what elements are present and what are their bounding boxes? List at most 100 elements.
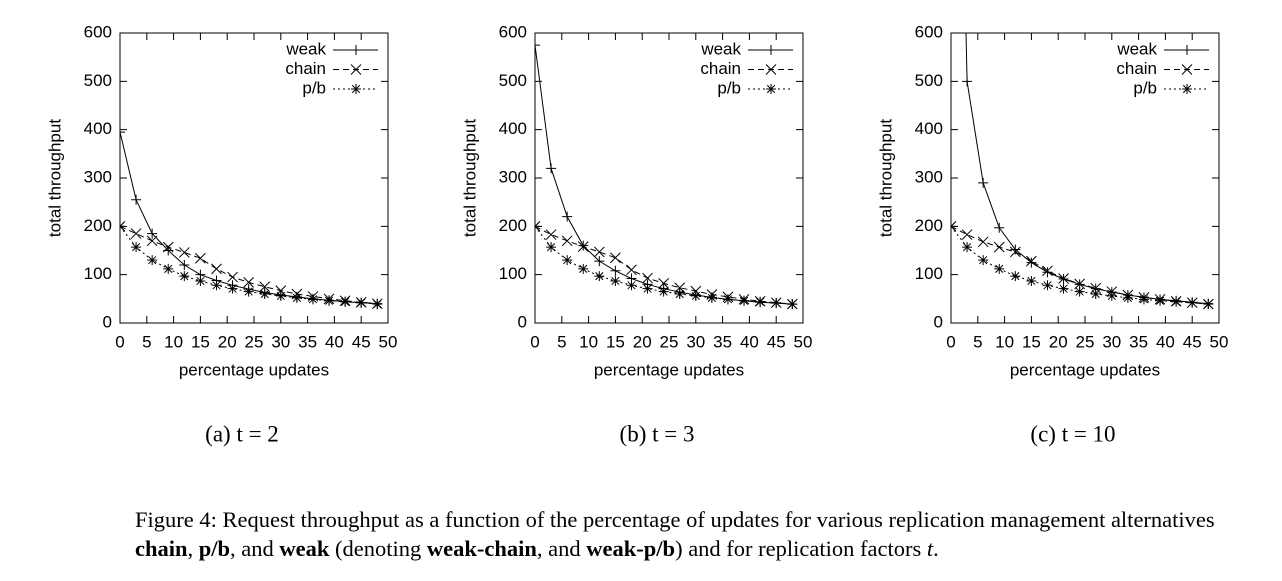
data-point bbox=[1058, 283, 1069, 294]
y-tick-label: 600 bbox=[915, 22, 943, 41]
legend-marker bbox=[765, 64, 777, 75]
legend-marker bbox=[766, 45, 776, 55]
caption-text: t bbox=[926, 536, 934, 561]
data-point bbox=[147, 228, 158, 239]
data-point bbox=[1106, 290, 1117, 301]
legend-label: chain bbox=[1116, 59, 1157, 78]
x-tick-label: 25 bbox=[245, 332, 264, 351]
x-tick-label: 20 bbox=[633, 332, 652, 351]
x-tick-label: 0 bbox=[946, 332, 955, 351]
data-point bbox=[1058, 273, 1069, 284]
data-point bbox=[1026, 255, 1037, 267]
caption-text: Figure 4: Request throughput as a functi… bbox=[135, 507, 1215, 532]
data-point bbox=[340, 296, 351, 307]
x-tick-label: 10 bbox=[995, 332, 1014, 351]
x-tick-label: 5 bbox=[973, 332, 982, 351]
data-point bbox=[674, 289, 685, 299]
data-point bbox=[146, 235, 158, 247]
legend-label: weak bbox=[285, 39, 326, 58]
plot-frame bbox=[534, 32, 804, 324]
x-tick-label: 25 bbox=[660, 332, 679, 351]
legend-label: p/b bbox=[717, 78, 741, 97]
y-tick-label: 500 bbox=[499, 71, 527, 90]
data-point bbox=[977, 236, 989, 248]
data-point bbox=[259, 289, 270, 299]
data-point bbox=[1171, 296, 1182, 307]
subcaption: (c) t = 10 bbox=[1030, 421, 1115, 446]
y-tick-label: 200 bbox=[84, 216, 112, 235]
data-point bbox=[275, 290, 286, 301]
x-tick-label: 25 bbox=[1076, 332, 1095, 351]
caption-text: weak-p/b bbox=[586, 536, 676, 561]
data-point bbox=[658, 278, 669, 289]
x-tick-label: 50 bbox=[379, 332, 398, 351]
data-point bbox=[211, 280, 222, 291]
data-point bbox=[626, 280, 637, 291]
data-point bbox=[227, 271, 238, 283]
data-point bbox=[610, 265, 621, 276]
x-tick-label: 30 bbox=[1102, 332, 1121, 351]
caption-text: chain bbox=[135, 536, 188, 561]
data-point bbox=[243, 286, 254, 297]
data-point bbox=[642, 283, 653, 294]
data-point bbox=[131, 194, 142, 205]
legend-marker bbox=[1182, 84, 1192, 94]
legend-label: p/b bbox=[302, 78, 326, 97]
data-point bbox=[179, 271, 190, 282]
data-point bbox=[1009, 246, 1021, 258]
x-tick-label: 50 bbox=[1210, 332, 1229, 351]
x-tick-label: 0 bbox=[530, 332, 539, 351]
x-tick-label: 15 bbox=[606, 332, 625, 351]
subcaption: (b) t = 3 bbox=[620, 421, 695, 446]
series-line bbox=[951, 226, 1209, 305]
data-point bbox=[162, 241, 174, 253]
plot-frame bbox=[119, 32, 389, 324]
y-tick-label: 500 bbox=[915, 71, 943, 90]
y-tick-label: 100 bbox=[915, 264, 943, 283]
data-point bbox=[755, 296, 766, 307]
caption-text: . bbox=[933, 536, 939, 561]
data-point bbox=[1155, 295, 1166, 306]
y-tick-label: 0 bbox=[518, 312, 527, 331]
y-tick-label: 600 bbox=[499, 22, 527, 41]
x-tick-label: 10 bbox=[579, 332, 598, 351]
caption-text: , and bbox=[536, 536, 587, 561]
data-point bbox=[1090, 282, 1102, 294]
data-point bbox=[163, 263, 174, 274]
x-tick-label: 10 bbox=[164, 332, 183, 351]
data-point bbox=[594, 256, 605, 267]
data-point bbox=[642, 272, 653, 284]
data-point bbox=[178, 247, 190, 258]
data-point bbox=[626, 264, 637, 276]
x-tick-label: 15 bbox=[1022, 332, 1041, 351]
y-tick-label: 100 bbox=[499, 264, 527, 283]
data-point bbox=[690, 290, 701, 301]
x-tick-label: 5 bbox=[142, 332, 151, 351]
x-axis-label: percentage updates bbox=[179, 360, 329, 379]
y-axis-label: total throughput bbox=[460, 119, 479, 237]
x-tick-label: 35 bbox=[298, 332, 317, 351]
data-point bbox=[771, 297, 782, 308]
x-tick-label: 0 bbox=[115, 332, 124, 351]
y-tick-label: 400 bbox=[499, 119, 527, 138]
plot-area bbox=[120, 127, 383, 310]
x-tick-label: 45 bbox=[1183, 332, 1202, 351]
x-axis-label: percentage updates bbox=[594, 360, 744, 379]
data-point bbox=[545, 229, 557, 240]
x-tick-label: 50 bbox=[794, 332, 813, 351]
data-point bbox=[978, 177, 989, 188]
data-point bbox=[1074, 286, 1085, 297]
caption-text: p/b bbox=[198, 536, 231, 561]
data-point bbox=[658, 286, 669, 297]
x-tick-label: 15 bbox=[191, 332, 210, 351]
x-tick-label: 40 bbox=[740, 332, 759, 351]
x-tick-label: 45 bbox=[352, 332, 371, 351]
data-point bbox=[993, 241, 1005, 253]
legend-marker bbox=[1182, 45, 1192, 55]
legend-marker bbox=[766, 84, 776, 94]
data-point bbox=[1187, 297, 1198, 308]
x-axis-label: percentage updates bbox=[1010, 360, 1160, 379]
x-tick-label: 40 bbox=[325, 332, 344, 351]
caption-text: , and bbox=[230, 536, 280, 561]
legend-marker bbox=[350, 64, 362, 75]
